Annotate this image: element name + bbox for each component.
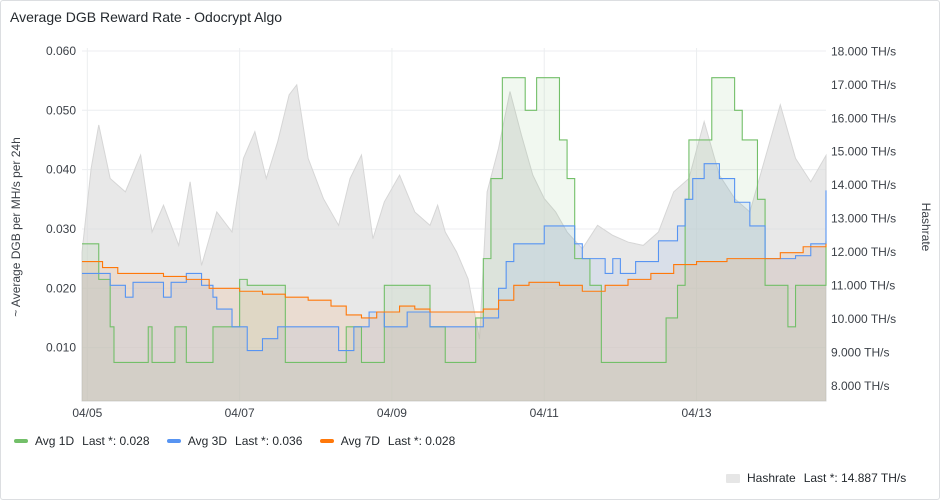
- left-tick-label-3: 0.040: [46, 163, 76, 177]
- left-tick-label-0: 0.010: [46, 341, 76, 355]
- left-axis-ticks: 0.010 0.020 0.030 0.040 0.050 0.060: [46, 44, 76, 355]
- legend-label-hashrate: Hashrate: [747, 471, 796, 485]
- legend: Avg 1D Last *: 0.028 Avg 3D Last *: 0.03…: [14, 432, 469, 448]
- right-tick-label-6: 14.000 TH/s: [831, 178, 896, 192]
- right-tick-label-5: 13.000 TH/s: [831, 212, 896, 226]
- series-area-avg-1d: [82, 77, 826, 401]
- legend-item-avg-7d[interactable]: Avg 7D Last *: 0.028: [319, 434, 456, 448]
- legend-hashrate: Hashrate Last *: 14.887 TH/s: [726, 471, 906, 486]
- right-tick-label-4: 12.000 TH/s: [831, 245, 896, 259]
- y-axis-label-right: Hashrate: [919, 203, 933, 252]
- legend-swatch-avg-3d: [166, 439, 181, 443]
- legend-swatch-avg-7d: [319, 439, 334, 443]
- legend-swatch-hashrate: [726, 473, 740, 483]
- legend-stat-avg-3d: Last *: 0.036: [235, 434, 303, 448]
- left-tick-label-5: 0.060: [46, 44, 76, 58]
- x-axis-ticks: 04/05 04/07 04/09 04/11 04/13: [72, 406, 712, 420]
- right-axis-ticks: 8.000 TH/s 9.000 TH/s 10.000 TH/s 11.000 TH…: [831, 44, 896, 393]
- series-line-avg-1d[interactable]: [82, 77, 827, 363]
- right-tick-label-1: 9.000 TH/s: [831, 345, 889, 359]
- legend-stat-avg-1d: Last *: 0.028: [82, 434, 150, 448]
- right-tick-label-3: 11.000 TH/s: [831, 279, 895, 293]
- series-area-avg-3d: [82, 163, 826, 401]
- series-lines: [82, 77, 827, 363]
- left-tick-label-1: 0.020: [46, 281, 76, 295]
- series-area-avg-7d: [82, 243, 826, 401]
- series-area-hashrate: [81, 83, 827, 402]
- right-tick-label-0: 8.000 TH/s: [831, 379, 889, 393]
- right-tick-label-10: 18.000 TH/s: [831, 44, 896, 58]
- right-tick-label-9: 17.000 TH/s: [831, 78, 896, 92]
- legend-label-avg-3d: Avg 3D: [187, 434, 228, 448]
- x-tick-label-1: 04/07: [225, 406, 255, 420]
- legend-item-avg-3d[interactable]: Avg 3D Last *: 0.036: [166, 434, 303, 448]
- right-tick-label-2: 10.000 TH/s: [831, 312, 896, 326]
- legend-item-avg-1d[interactable]: Avg 1D Last *: 0.028: [14, 434, 150, 448]
- x-tick-label-3: 04/11: [530, 406, 559, 420]
- legend-swatch-avg-1d: [14, 439, 28, 443]
- right-tick-label-8: 16.000 TH/s: [831, 111, 896, 125]
- x-tick-label-4: 04/13: [682, 406, 712, 420]
- y-axis-label-left: ~ Average DGB per MH/s per 24h: [9, 137, 23, 317]
- legend-label-avg-7d: Avg 7D: [340, 434, 380, 448]
- x-tick-label-2: 04/09: [377, 406, 407, 420]
- left-tick-label-4: 0.050: [46, 103, 76, 117]
- legend-item-hashrate[interactable]: Hashrate Last *: 14.887 TH/s: [726, 471, 906, 485]
- legend-label-avg-1d: Avg 1D: [35, 434, 75, 448]
- legend-stat-avg-7d: Last *: 0.028: [387, 434, 456, 448]
- right-tick-label-7: 15.000 TH/s: [831, 145, 896, 159]
- x-tick-label-0: 04/05: [72, 406, 102, 420]
- series-areas: [81, 77, 827, 402]
- panel-title[interactable]: Average DGB Reward Rate - Odocrypt Algo: [10, 9, 283, 25]
- legend-stat-hashrate: Last *: 14.887 TH/s: [803, 471, 907, 485]
- left-tick-label-2: 0.030: [46, 222, 76, 236]
- series-line-avg-7d[interactable]: [82, 243, 827, 319]
